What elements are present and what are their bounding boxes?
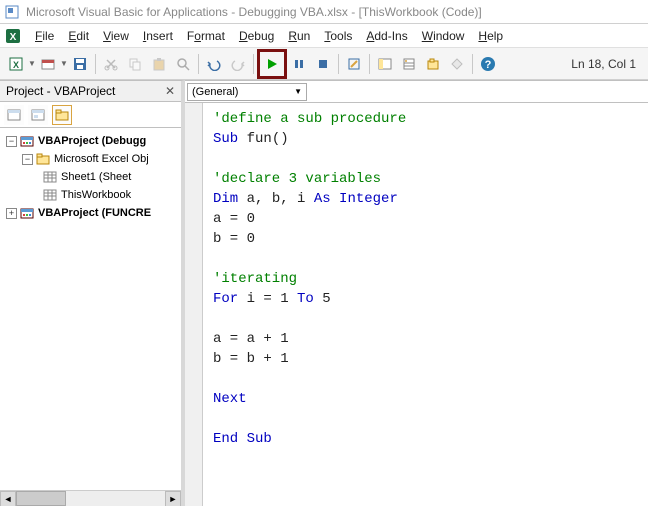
tree-label: ThisWorkbook [61, 189, 131, 201]
project-title-text: Project - VBAProject [6, 84, 115, 98]
design-mode-icon[interactable] [343, 53, 365, 75]
help-icon[interactable]: ? [477, 53, 499, 75]
separator [472, 54, 473, 74]
paste-icon[interactable] [148, 53, 170, 75]
run-icon[interactable] [261, 53, 283, 75]
menu-view[interactable]: View [96, 27, 136, 45]
toolbox-icon[interactable] [446, 53, 468, 75]
project-explorer-pane: Project - VBAProject ✕ − VBAProject (Deb… [0, 80, 185, 506]
dropdown-icon[interactable]: ▼ [60, 59, 68, 68]
expand-icon[interactable]: + [6, 208, 17, 219]
project-explorer-icon[interactable] [374, 53, 396, 75]
separator [95, 54, 96, 74]
workspace: Project - VBAProject ✕ − VBAProject (Deb… [0, 80, 648, 506]
menu-insert[interactable]: Insert [136, 27, 180, 45]
app-icon [4, 4, 20, 20]
folder-icon[interactable] [52, 105, 72, 125]
title-text: Microsoft Visual Basic for Applications … [26, 5, 482, 19]
properties-icon[interactable] [398, 53, 420, 75]
menu-tools[interactable]: Tools [317, 27, 359, 45]
vbaproject-icon [19, 134, 35, 148]
separator [338, 54, 339, 74]
toolbar: X ▼ ▼ ? Ln 18, Col 1 [0, 48, 648, 80]
redo-icon[interactable] [227, 53, 249, 75]
break-icon[interactable] [288, 53, 310, 75]
tree-node-sheet1[interactable]: Sheet1 (Sheet [2, 168, 179, 186]
excel-icon[interactable]: X [4, 27, 22, 45]
object-browser-icon[interactable] [422, 53, 444, 75]
run-highlight-box [257, 49, 287, 79]
svg-text:X: X [13, 60, 19, 70]
undo-icon[interactable] [203, 53, 225, 75]
tree-label: Microsoft Excel Obj [54, 153, 149, 165]
project-pane-title: Project - VBAProject ✕ [0, 81, 181, 102]
code-header: (General) ▼ [185, 81, 648, 103]
combo-value: (General) [192, 86, 238, 98]
menu-help[interactable]: Help [471, 27, 510, 45]
svg-text:X: X [10, 32, 17, 43]
tree-node-thisworkbook[interactable]: ThisWorkbook [2, 186, 179, 204]
menu-addins[interactable]: Add-Ins [359, 27, 414, 45]
vbaproject-icon [19, 206, 35, 220]
separator [198, 54, 199, 74]
folder-icon [35, 152, 51, 166]
project-toolbar [0, 102, 181, 128]
tree-node-project2[interactable]: + VBAProject (FUNCRE [2, 204, 179, 222]
menu-bar: X File Edit View Insert Format Debug Run… [0, 24, 648, 48]
menu-debug[interactable]: Debug [232, 27, 281, 45]
menu-file[interactable]: File [28, 27, 61, 45]
scroll-right-icon[interactable]: ► [165, 491, 181, 506]
view-excel-icon[interactable]: X [5, 53, 27, 75]
cursor-position: Ln 18, Col 1 [563, 57, 644, 71]
copy-icon[interactable] [124, 53, 146, 75]
code-pane: (General) ▼ 'define a sub procedure Sub … [185, 80, 648, 506]
scroll-left-icon[interactable]: ◄ [0, 491, 16, 506]
find-icon[interactable] [172, 53, 194, 75]
code-editor[interactable]: 'define a sub procedure Sub fun() 'decla… [203, 103, 648, 506]
worksheet-icon [42, 170, 58, 184]
project-tree[interactable]: − VBAProject (Debugg − Microsoft Excel O… [0, 128, 181, 506]
dropdown-icon[interactable]: ▼ [294, 87, 302, 96]
separator [369, 54, 370, 74]
code-gutter [185, 103, 203, 506]
scroll-thumb[interactable] [16, 491, 66, 506]
menu-format[interactable]: Format [180, 27, 232, 45]
tree-node-project1[interactable]: − VBAProject (Debugg [2, 132, 179, 150]
separator [253, 54, 254, 74]
dropdown-icon[interactable]: ▼ [28, 59, 36, 68]
workbook-icon [42, 188, 58, 202]
collapse-icon[interactable]: − [22, 154, 33, 165]
menu-run[interactable]: Run [281, 27, 317, 45]
view-object-icon[interactable] [28, 105, 48, 125]
scroll-track[interactable] [66, 491, 165, 506]
title-bar: Microsoft Visual Basic for Applications … [0, 0, 648, 24]
horizontal-scrollbar[interactable]: ◄ ► [0, 490, 181, 506]
collapse-icon[interactable]: − [6, 136, 17, 147]
tree-node-excel-objects[interactable]: − Microsoft Excel Obj [2, 150, 179, 168]
object-combo[interactable]: (General) ▼ [187, 83, 307, 101]
code-area: 'define a sub procedure Sub fun() 'decla… [185, 103, 648, 506]
tree-label: Sheet1 (Sheet [61, 171, 131, 183]
reset-icon[interactable] [312, 53, 334, 75]
svg-text:?: ? [485, 59, 492, 71]
save-icon[interactable] [69, 53, 91, 75]
cut-icon[interactable] [100, 53, 122, 75]
menu-window[interactable]: Window [415, 27, 472, 45]
menu-edit[interactable]: Edit [61, 27, 96, 45]
tree-label: VBAProject (FUNCRE [38, 207, 151, 219]
view-code-icon[interactable] [4, 105, 24, 125]
close-icon[interactable]: ✕ [165, 84, 175, 98]
insert-module-icon[interactable] [37, 53, 59, 75]
tree-label: VBAProject (Debugg [38, 135, 146, 147]
